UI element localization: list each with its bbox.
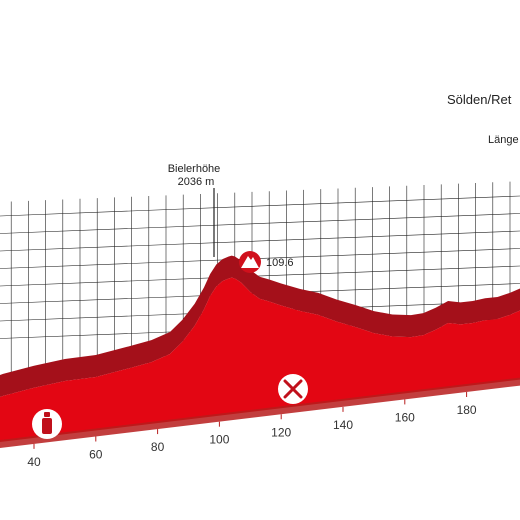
annotation-langenfeld: Länge (488, 134, 519, 146)
grid-line-horizontal (0, 195, 520, 217)
profile-front-face (0, 277, 520, 448)
climb-km-label: 109.6 (266, 257, 294, 269)
profile-area (0, 277, 520, 443)
fork-knife-icon-glyph (283, 379, 303, 399)
grid-line-horizontal (0, 230, 520, 252)
x-tick-label-180: 180 (457, 403, 477, 417)
x-tick-label-60: 60 (89, 448, 103, 462)
annotation-solden: Sölden/Ret (447, 92, 512, 107)
x-tick-label-80: 80 (151, 440, 165, 454)
bottle-icon-body (42, 418, 52, 434)
x-tick-label-140: 140 (333, 418, 353, 432)
x-axis-ticks: 40 60 80 100 120 140 160 180 (27, 392, 477, 469)
x-tick-label-40: 40 (27, 455, 41, 469)
grid-line-horizontal (0, 265, 520, 287)
relief-surface (0, 255, 520, 398)
profile-relief (0, 255, 520, 398)
climb-marker: 109.6 (239, 251, 294, 273)
annotation-bielerhohe-elevation: 2036 m (178, 176, 215, 188)
annotation-bielerhohe-name: Bielerhöhe (168, 163, 221, 175)
baseline-band (0, 377, 520, 448)
grid-line-horizontal (0, 213, 520, 234)
x-tick-label-120: 120 (271, 425, 291, 439)
x-tick-label-100: 100 (209, 433, 229, 447)
bottle-icon-cap (44, 412, 50, 417)
feed-zone-marker (278, 374, 308, 404)
mountain-icon-glyph (241, 256, 259, 268)
x-tick-label-160: 160 (395, 410, 415, 424)
water-marker (32, 409, 62, 439)
